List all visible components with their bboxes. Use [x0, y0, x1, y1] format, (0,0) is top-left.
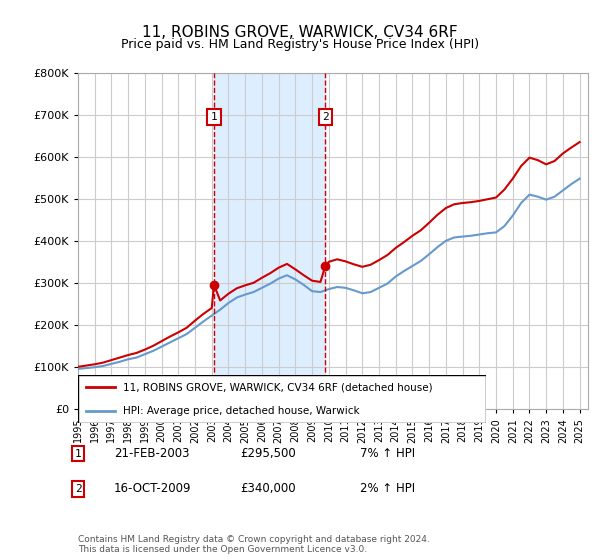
Text: 11, ROBINS GROVE, WARWICK, CV34 6RF (detached house): 11, ROBINS GROVE, WARWICK, CV34 6RF (det…: [123, 382, 433, 392]
Text: 16-OCT-2009: 16-OCT-2009: [114, 482, 191, 496]
Text: 7% ↑ HPI: 7% ↑ HPI: [360, 447, 415, 460]
Text: HPI: Average price, detached house, Warwick: HPI: Average price, detached house, Warw…: [123, 406, 359, 416]
Text: 11, ROBINS GROVE, WARWICK, CV34 6RF: 11, ROBINS GROVE, WARWICK, CV34 6RF: [142, 25, 458, 40]
Text: Contains HM Land Registry data © Crown copyright and database right 2024.
This d: Contains HM Land Registry data © Crown c…: [78, 535, 430, 554]
Text: 1: 1: [211, 112, 217, 122]
Text: £295,500: £295,500: [240, 447, 296, 460]
Text: 2: 2: [322, 112, 329, 122]
Bar: [214, 73, 325, 409]
Text: 2: 2: [74, 484, 82, 494]
Text: Price paid vs. HM Land Registry's House Price Index (HPI): Price paid vs. HM Land Registry's House …: [121, 38, 479, 50]
FancyBboxPatch shape: [78, 375, 486, 423]
Text: 21-FEB-2003: 21-FEB-2003: [114, 447, 190, 460]
Text: £340,000: £340,000: [240, 482, 296, 496]
Text: 1: 1: [74, 449, 82, 459]
Text: 2% ↑ HPI: 2% ↑ HPI: [360, 482, 415, 496]
